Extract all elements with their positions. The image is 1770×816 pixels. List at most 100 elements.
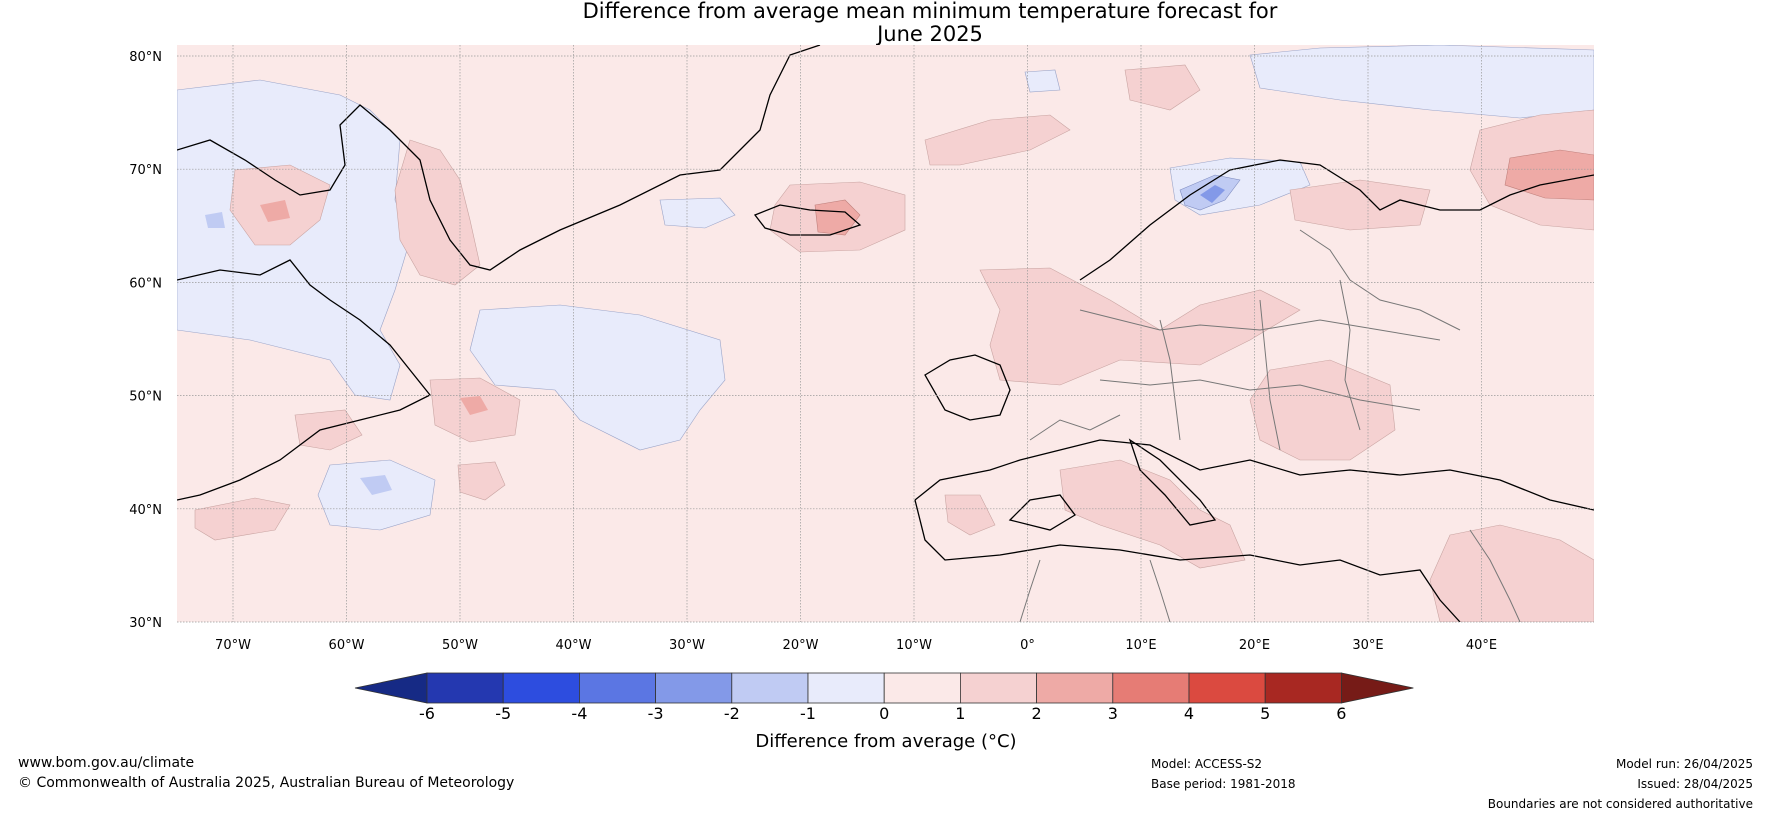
colorbar-bin	[883, 672, 961, 704]
coast-africa	[914, 499, 1461, 622]
lon-label: 10°W	[896, 638, 932, 653]
lon-label: 70°W	[215, 638, 251, 653]
cool-region-south-atlantic	[317, 459, 436, 531]
coast-britain	[924, 354, 1011, 421]
coastlines	[177, 45, 1594, 622]
border-8	[1149, 559, 1171, 622]
colorbar-tick: 1	[955, 704, 965, 723]
warm-core-kola	[1504, 149, 1594, 201]
lon-label: 30°E	[1352, 638, 1383, 653]
title-line-1: Difference from average mean minimum tem…	[582, 0, 1278, 23]
colorbar-bin	[731, 672, 809, 704]
coast-sardinia	[1008, 494, 1076, 531]
cool-region-atlantic	[469, 304, 726, 451]
colorbar-bin	[502, 672, 580, 704]
lon-label: 30°W	[669, 638, 705, 653]
warm-region-central-europe	[1249, 359, 1396, 461]
warm-core-atlantic	[460, 396, 488, 415]
colorbar-bin	[1112, 672, 1190, 704]
colorbar-tick: -6	[419, 704, 435, 723]
footer-copyright: © Commonwealth of Australia 2025, Austra…	[18, 775, 515, 791]
lon-label: 50°W	[442, 638, 478, 653]
coast-italy	[1128, 438, 1217, 526]
colorbar-tick: -1	[800, 704, 816, 723]
warm-region-us-coast	[194, 497, 291, 541]
colorbar-bin	[807, 672, 885, 704]
colorbar-bin	[579, 672, 657, 704]
colorbar-tick: 4	[1184, 704, 1194, 723]
colorbar	[354, 672, 1414, 704]
lat-label: 50°N	[129, 390, 162, 405]
coast-north-america	[177, 259, 432, 501]
coast-scandinavia	[1079, 159, 1594, 281]
colorbar-bin	[1188, 672, 1266, 704]
coast-mediterranean	[914, 439, 1594, 511]
warm-region-south-greenland	[394, 139, 481, 286]
colorbar-tick-labels: -6 -5 -4 -3 -2 -1 0 1 2 3 4 5 6	[419, 704, 1346, 723]
border-1	[1079, 309, 1441, 341]
cool-region-svalbard	[1024, 69, 1061, 93]
colorbar-tick: 6	[1336, 704, 1346, 723]
lat-label: 60°N	[129, 276, 162, 291]
warm-core-baffin	[260, 200, 290, 222]
colorbar-extend-max	[1341, 672, 1414, 704]
graticule	[177, 45, 1594, 623]
latitude-labels: 80°N 70°N 60°N 50°N 40°N 30°N	[129, 50, 162, 631]
warm-region-mediterranean	[1059, 459, 1246, 569]
border-6	[1029, 414, 1121, 441]
border-3	[1159, 319, 1181, 441]
lon-label: 10°E	[1125, 638, 1156, 653]
warm-region-nova-scotia	[294, 409, 363, 451]
footer-model-run: Model run: 26/04/2025	[1615, 757, 1753, 771]
lat-label: 30°N	[129, 616, 162, 631]
warm-region-norwegian-sea	[924, 114, 1071, 166]
lon-label: 60°W	[329, 638, 365, 653]
lon-label: 40°E	[1466, 638, 1497, 653]
cold-core-norway-inner	[1200, 185, 1225, 203]
colorbar-tick: -3	[648, 704, 664, 723]
longitude-labels: 70°W 60°W 50°W 40°W 30°W 20°W 10°W 0° 10…	[215, 638, 1497, 653]
lon-label: 40°W	[556, 638, 592, 653]
warm-region-spain	[944, 494, 996, 536]
footer-disclaimer: Boundaries are not considered authoritat…	[1487, 797, 1753, 811]
footer-url: www.bom.gov.au/climate	[18, 755, 195, 771]
border-5	[1339, 279, 1361, 431]
colorbar-bin	[426, 672, 504, 704]
colorbar-tick: 2	[1032, 704, 1042, 723]
coast-iceland	[753, 204, 862, 236]
colorbar-bin	[960, 672, 1038, 704]
colorbar-tick: -5	[495, 704, 511, 723]
footer-issued: Issued: 28/04/2025	[1637, 777, 1753, 791]
lat-label: 80°N	[129, 50, 162, 65]
warm-region-western-europe	[979, 267, 1301, 386]
lat-label: 40°N	[129, 503, 162, 518]
colorbar-tick: 3	[1108, 704, 1118, 723]
border-4	[1259, 299, 1281, 451]
colorbar-bin	[655, 672, 733, 704]
coast-greenland	[177, 45, 821, 271]
footer-model: Model: ACCESS-S2	[1151, 757, 1263, 771]
border-2	[1099, 379, 1421, 411]
lon-label: 20°E	[1239, 638, 1270, 653]
anomaly-contours	[177, 45, 1594, 622]
warm-region-north	[1124, 64, 1201, 111]
cold-core-atlantic	[360, 475, 392, 495]
colorbar-tick: 0	[879, 704, 889, 723]
warm-core-iceland	[814, 199, 861, 236]
colorbar-extend-min	[354, 672, 428, 704]
colorbar-tick: -4	[571, 704, 587, 723]
border-10	[1469, 529, 1521, 622]
country-borders	[1019, 229, 1521, 622]
lat-label: 70°N	[129, 163, 162, 178]
colorbar-bin	[1264, 672, 1342, 704]
colorbar-label: Difference from average (°C)	[755, 731, 1016, 752]
border-9	[1019, 559, 1041, 622]
border-7	[1299, 229, 1461, 331]
cold-core-baffin	[205, 212, 225, 228]
cool-region-east-greenland	[659, 197, 736, 229]
warm-region-finland	[1289, 179, 1431, 231]
colorbar-bin	[1036, 672, 1114, 704]
colorbar-tick: -2	[724, 704, 740, 723]
chart-title: Difference from average mean minimum tem…	[0, 0, 1770, 46]
